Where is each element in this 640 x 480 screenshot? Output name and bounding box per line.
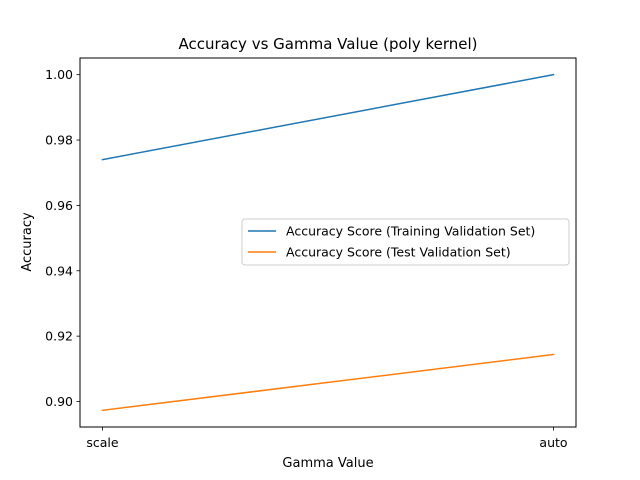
chart-title: Accuracy vs Gamma Value (poly kernel)	[178, 35, 477, 53]
y-tick-label: 0.90	[45, 394, 73, 409]
y-tick-label: 0.92	[45, 329, 73, 344]
legend: Accuracy Score (Training Validation Set)…	[242, 219, 569, 265]
x-tick-label: scale	[86, 435, 119, 450]
y-axis-label: Accuracy	[20, 212, 35, 272]
x-axis-label: Gamma Value	[282, 456, 373, 471]
x-tick-label: auto	[539, 435, 567, 450]
legend-label: Accuracy Score (Training Validation Set)	[286, 224, 535, 239]
y-tick-label: 0.94	[45, 263, 73, 278]
y-tick-label: 0.98	[45, 133, 73, 148]
legend-label: Accuracy Score (Test Validation Set)	[286, 245, 511, 260]
y-tick-label: 1.00	[45, 67, 73, 82]
y-tick-label: 0.96	[45, 198, 73, 213]
